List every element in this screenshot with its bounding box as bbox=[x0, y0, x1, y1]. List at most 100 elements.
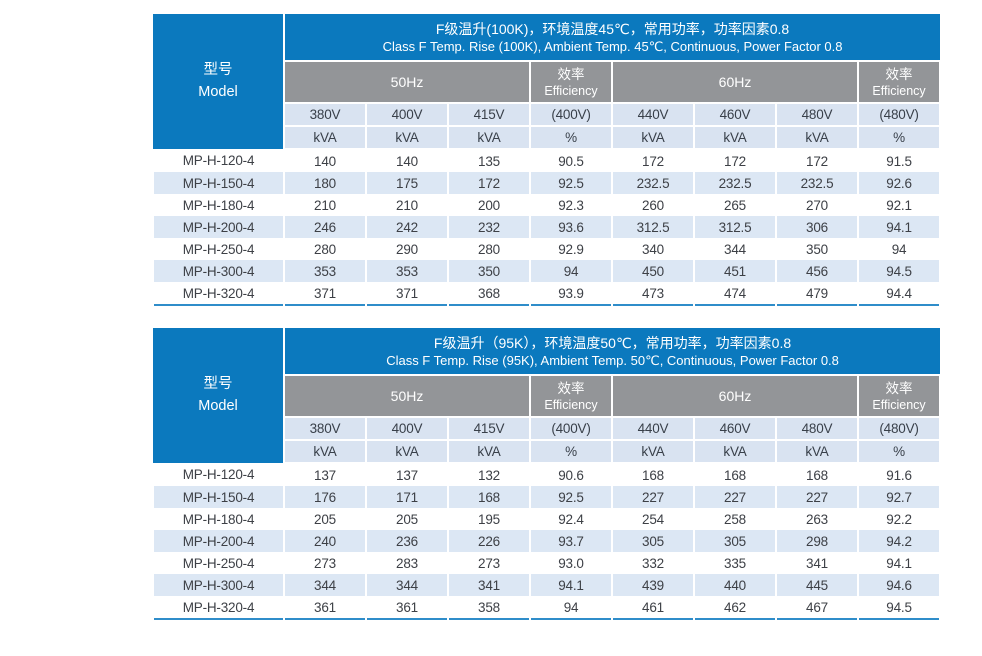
value-cell: 242 bbox=[365, 216, 449, 238]
voltage-header-eff-480v: (480V) bbox=[856, 416, 942, 441]
value-cell: 140 bbox=[365, 149, 449, 172]
value-cell: 312.5 bbox=[611, 216, 695, 238]
value-cell: 439 bbox=[611, 574, 695, 596]
value-cell: 176 bbox=[283, 486, 367, 508]
model-cell: MP-H-150-4 bbox=[152, 172, 285, 194]
voltage-header-380v: 380V bbox=[283, 102, 367, 127]
value-cell: 205 bbox=[365, 508, 449, 530]
value-cell: 94.1 bbox=[856, 216, 942, 238]
value-cell: 226 bbox=[447, 530, 531, 552]
voltage-header-eff-400v: (400V) bbox=[529, 102, 613, 127]
value-cell: 344 bbox=[365, 574, 449, 596]
model-column-header: 型号 Model bbox=[153, 14, 285, 149]
freq-group-60hz: 60Hz bbox=[611, 374, 859, 418]
table-row: MP-H-120-4 137 137 132 90.6 168 168 168 91.6 bbox=[152, 463, 942, 486]
value-cell: 92.6 bbox=[856, 172, 942, 194]
voltage-header-480v: 480V bbox=[775, 102, 859, 127]
table-row: MP-H-180-4 210 210 200 92.3 260 265 270 92.1 bbox=[152, 194, 942, 216]
table-row: MP-H-180-4 205 205 195 92.4 254 258 263 92.2 bbox=[152, 508, 942, 530]
value-cell: 92.5 bbox=[529, 486, 613, 508]
value-cell: 371 bbox=[365, 282, 449, 305]
value-cell: 461 bbox=[611, 596, 695, 619]
rating-table-100k: 型号 Model F级温升(100K)，环境温度45℃，常用功率，功率因素0.8… bbox=[152, 14, 942, 306]
value-cell: 312.5 bbox=[693, 216, 777, 238]
unit-header: kVA bbox=[447, 439, 531, 464]
value-cell: 92.9 bbox=[529, 238, 613, 260]
value-cell: 265 bbox=[693, 194, 777, 216]
table-title: F级温升(100K)，环境温度45℃，常用功率，功率因素0.8 Class F … bbox=[284, 14, 941, 62]
value-cell: 94.5 bbox=[856, 260, 942, 282]
table-row: MP-H-320-4 361 361 358 94 461 462 467 94.5 bbox=[152, 596, 942, 619]
value-cell: 91.6 bbox=[856, 463, 942, 486]
freq-group-50hz: 50Hz bbox=[283, 374, 531, 418]
value-cell: 341 bbox=[447, 574, 531, 596]
value-cell: 93.0 bbox=[529, 552, 613, 574]
efficiency-label-zh: 效率 bbox=[885, 380, 913, 396]
efficiency-group-480v: 效率 Efficiency bbox=[856, 60, 942, 104]
unit-header: kVA bbox=[283, 439, 367, 464]
value-cell: 227 bbox=[775, 486, 859, 508]
rating-table-body: MP-H-120-4 137 137 132 90.6 168 168 168 91.6 MP-H… bbox=[152, 463, 942, 619]
table-row: MP-H-120-4 140 140 135 90.5 172 172 172 91.5 bbox=[152, 149, 942, 172]
value-cell: 172 bbox=[775, 149, 859, 172]
table-title-en: Class F Temp. Rise (100K), Ambient Temp.… bbox=[382, 39, 843, 55]
value-cell: 451 bbox=[693, 260, 777, 282]
rating-table-95k: 型号 Model F级温升（95K），环境温度50℃，常用功率，功率因素0.8 … bbox=[152, 328, 942, 620]
value-cell: 358 bbox=[447, 596, 531, 619]
voltage-header-440v: 440V bbox=[611, 416, 695, 441]
model-cell: MP-H-120-4 bbox=[152, 463, 285, 486]
value-cell: 94 bbox=[529, 260, 613, 282]
unit-header: kVA bbox=[775, 125, 859, 150]
model-column-header: 型号 Model bbox=[153, 328, 285, 463]
voltage-header-400v: 400V bbox=[365, 102, 449, 127]
unit-header: kVA bbox=[365, 125, 449, 150]
value-cell: 210 bbox=[283, 194, 367, 216]
value-cell: 341 bbox=[775, 552, 859, 574]
value-cell: 456 bbox=[775, 260, 859, 282]
value-cell: 462 bbox=[693, 596, 777, 619]
table-title-zh: F级温升(100K)，环境温度45℃，常用功率，功率因素0.8 bbox=[435, 20, 790, 37]
model-cell: MP-H-200-4 bbox=[152, 530, 285, 552]
value-cell: 94.6 bbox=[856, 574, 942, 596]
value-cell: 232.5 bbox=[611, 172, 695, 194]
efficiency-label-en: Efficiency bbox=[872, 83, 926, 98]
model-header-en: Model bbox=[198, 83, 238, 100]
value-cell: 168 bbox=[447, 486, 531, 508]
value-cell: 467 bbox=[775, 596, 859, 619]
value-cell: 368 bbox=[447, 282, 531, 305]
value-cell: 260 bbox=[611, 194, 695, 216]
value-cell: 290 bbox=[365, 238, 449, 260]
voltage-header-480v: 480V bbox=[775, 416, 859, 441]
value-cell: 236 bbox=[365, 530, 449, 552]
table-row: MP-H-300-4 344 344 341 94.1 439 440 445 94.6 bbox=[152, 574, 942, 596]
value-cell: 210 bbox=[365, 194, 449, 216]
value-cell: 371 bbox=[283, 282, 367, 305]
model-header-zh: 型号 bbox=[203, 375, 233, 392]
value-cell: 94 bbox=[529, 596, 613, 619]
value-cell: 306 bbox=[775, 216, 859, 238]
value-cell: 353 bbox=[283, 260, 367, 282]
value-cell: 258 bbox=[693, 508, 777, 530]
value-cell: 361 bbox=[365, 596, 449, 619]
value-cell: 92.2 bbox=[856, 508, 942, 530]
voltage-header-415v: 415V bbox=[447, 102, 531, 127]
value-cell: 175 bbox=[365, 172, 449, 194]
value-cell: 94.5 bbox=[856, 596, 942, 619]
value-cell: 232.5 bbox=[775, 172, 859, 194]
table-row: MP-H-250-4 273 283 273 93.0 332 335 341 94.1 bbox=[152, 552, 942, 574]
value-cell: 473 bbox=[611, 282, 695, 305]
value-cell: 344 bbox=[693, 238, 777, 260]
table-row: MP-H-150-4 180 175 172 92.5 232.5 232.5 232.5 92… bbox=[152, 172, 942, 194]
value-cell: 305 bbox=[611, 530, 695, 552]
efficiency-group-400v: 效率 Efficiency bbox=[529, 60, 613, 104]
model-cell: MP-H-120-4 bbox=[152, 149, 285, 172]
freq-group-60hz: 60Hz bbox=[611, 60, 859, 104]
value-cell: 298 bbox=[775, 530, 859, 552]
efficiency-label-en: Efficiency bbox=[544, 397, 598, 412]
voltage-header-440v: 440V bbox=[611, 102, 695, 127]
value-cell: 353 bbox=[365, 260, 449, 282]
value-cell: 92.1 bbox=[856, 194, 942, 216]
freq-group-50hz: 50Hz bbox=[283, 60, 531, 104]
value-cell: 94.1 bbox=[529, 574, 613, 596]
value-cell: 140 bbox=[283, 149, 367, 172]
